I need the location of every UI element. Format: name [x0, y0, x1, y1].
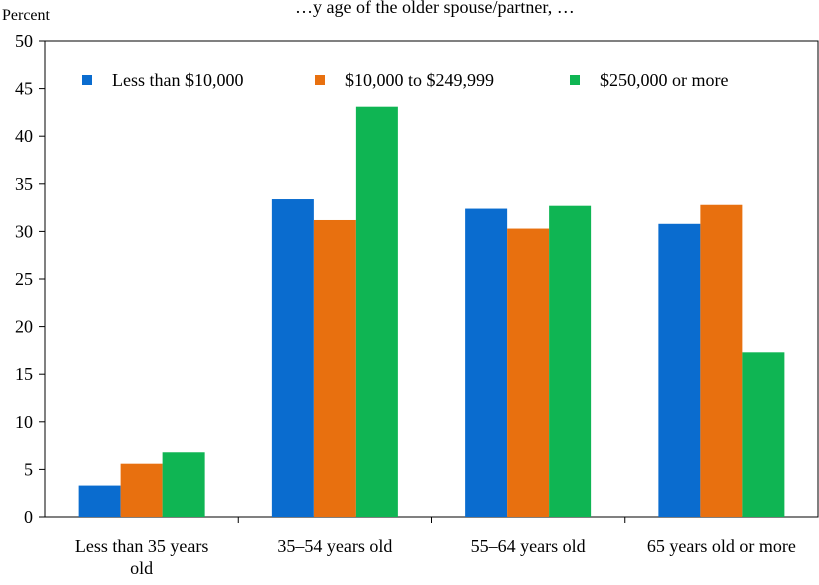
bars [78, 106, 785, 518]
bar [507, 228, 550, 517]
y-tick-label: 5 [24, 459, 33, 479]
legend-swatch [315, 75, 325, 85]
bar [658, 223, 701, 517]
chart-title: …y age of the older spouse/partner, … [295, 0, 575, 17]
legend-label: Less than $10,000 [112, 70, 243, 90]
y-tick-label: 0 [24, 507, 33, 527]
y-tick-label: 50 [15, 31, 33, 51]
y-tick-label: 45 [15, 79, 33, 99]
legend: Less than $10,000 $10,000 to $249,999 $250… [82, 70, 728, 90]
bar [465, 208, 508, 517]
bar [120, 463, 163, 517]
bar [78, 485, 121, 517]
y-tick-label: 10 [15, 412, 33, 432]
legend-swatch [570, 75, 580, 85]
legend-label: $250,000 or more [600, 70, 728, 90]
y-tick-label: 35 [15, 174, 33, 194]
bar [162, 452, 205, 517]
bar [271, 199, 314, 518]
y-axis-label: Percent [2, 7, 51, 24]
x-category-label: 65 years old or more [647, 536, 796, 556]
y-tick-label: 15 [15, 364, 33, 384]
bar [549, 205, 592, 518]
axes: 0 5 10 15 20 25 30 35 40 45 50 Less than 35 years ol… [15, 31, 819, 578]
x-category-label: 35–54 years old [277, 536, 392, 556]
legend-swatch [82, 75, 92, 85]
x-category-label: 55–64 years old [471, 536, 586, 556]
bar [700, 204, 743, 517]
legend-label: $10,000 to $249,999 [345, 70, 494, 90]
bar [355, 106, 398, 518]
bar [313, 219, 356, 517]
bar [742, 352, 785, 517]
y-tick-label: 20 [15, 317, 33, 337]
y-tick-label: 30 [15, 221, 33, 241]
x-category-label: Less than 35 years old [75, 536, 208, 578]
y-tick-label: 25 [15, 269, 33, 289]
y-tick-label: 40 [15, 126, 33, 146]
